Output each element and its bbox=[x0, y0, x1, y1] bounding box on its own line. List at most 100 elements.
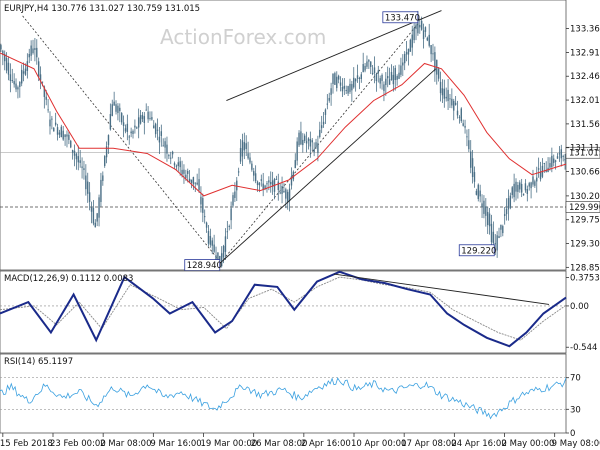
candle-body bbox=[551, 155, 553, 167]
candle-body bbox=[528, 183, 530, 187]
rsi-tick-label-1: 30 bbox=[570, 405, 581, 415]
candle-body bbox=[449, 98, 451, 100]
candle-body bbox=[13, 81, 15, 85]
candle-body bbox=[185, 174, 187, 179]
candle-body bbox=[507, 198, 510, 210]
macd-tick-label-1: 0.00 bbox=[570, 302, 589, 312]
candle-body bbox=[137, 117, 140, 128]
candle-body bbox=[219, 255, 221, 262]
candle-body bbox=[398, 72, 400, 79]
candle-body bbox=[249, 157, 251, 163]
candle-body bbox=[471, 158, 474, 177]
candle-body bbox=[68, 134, 70, 140]
candle-body bbox=[477, 184, 479, 200]
rsi-title: RSI(14) 65.1197 bbox=[4, 357, 73, 367]
candle-body bbox=[470, 151, 472, 168]
candle-body bbox=[173, 163, 176, 166]
candle-body bbox=[370, 61, 372, 67]
candle-body bbox=[519, 182, 521, 190]
macd-tick-label-2: -0.544 bbox=[570, 343, 597, 353]
candle-body bbox=[411, 34, 413, 48]
candle-body bbox=[94, 222, 96, 228]
price-tick-label-10: 128.850 bbox=[570, 263, 600, 273]
candle-body bbox=[270, 181, 272, 185]
level-price-label: 129.990 bbox=[569, 203, 600, 213]
candle-body bbox=[105, 146, 108, 158]
candle-body bbox=[268, 180, 270, 183]
candle-body bbox=[115, 104, 117, 112]
candle-body bbox=[60, 126, 63, 138]
candle-body bbox=[24, 68, 27, 75]
candle-body bbox=[241, 140, 244, 157]
candle-body bbox=[383, 84, 385, 92]
main-title: EURJPY,H4 130.776 131.027 130.759 131.01… bbox=[4, 4, 200, 14]
rsi-panel[interactable]: RSI(14) 65.1197 bbox=[0, 353, 567, 434]
dotted-fib-lines bbox=[22, 15, 420, 263]
candle-body bbox=[266, 183, 268, 185]
candle-body bbox=[562, 156, 564, 158]
candle-body bbox=[558, 153, 561, 155]
candle-body bbox=[51, 118, 53, 120]
macd-axis[interactable]: 0.3753 0.00 -0.544 bbox=[566, 273, 600, 353]
candle-body bbox=[409, 39, 412, 52]
candle-body bbox=[205, 222, 208, 228]
candle-body bbox=[320, 125, 323, 129]
candle-body bbox=[488, 213, 491, 227]
time-tick-label-4: 19 Mar 00:00 bbox=[201, 439, 258, 449]
trendline-1 bbox=[220, 68, 437, 263]
candle-body bbox=[341, 87, 344, 92]
candle-body bbox=[451, 98, 453, 106]
candle-body bbox=[298, 132, 300, 146]
candle-body bbox=[322, 121, 325, 125]
candle-body bbox=[62, 130, 64, 140]
candle-body bbox=[311, 140, 313, 143]
candle-body bbox=[503, 214, 506, 216]
candle-body bbox=[9, 74, 12, 81]
candle-body bbox=[211, 240, 213, 246]
candle-body bbox=[345, 89, 347, 92]
candle-body bbox=[371, 73, 374, 75]
candle-body bbox=[122, 122, 125, 127]
dotted-line-0 bbox=[22, 15, 222, 263]
candle-body bbox=[166, 144, 168, 154]
time-tick-label-7: 10 Apr 00:00 bbox=[351, 439, 406, 449]
candle-body bbox=[326, 103, 329, 105]
time-tick-label-1: 23 Feb 00:00 bbox=[50, 439, 106, 449]
rsi-tick-label-2: 0 bbox=[570, 429, 575, 439]
time-tick-label-0: 15 Feb 2018 bbox=[0, 439, 53, 449]
candle-body bbox=[424, 27, 427, 32]
price-axis[interactable]: 133.360 132.910 132.460 132.010 131.560 131.1… bbox=[566, 25, 600, 274]
candle-body bbox=[302, 139, 304, 146]
main-price-panel[interactable]: ActionForex.com 133.470 128.940 129.220 131… bbox=[0, 0, 600, 271]
candle-body bbox=[285, 189, 287, 199]
candle-body bbox=[234, 191, 236, 198]
macd-panel[interactable]: MACD(12,26,9) 0.1112 0.0083 bbox=[0, 270, 567, 354]
candle-body bbox=[198, 179, 200, 191]
candle-body bbox=[126, 123, 129, 132]
candle-body bbox=[32, 48, 34, 54]
macd-main-line bbox=[0, 270, 567, 348]
candle-body bbox=[245, 143, 247, 150]
candle-body bbox=[143, 116, 146, 124]
candle-body bbox=[175, 165, 178, 167]
candle-body bbox=[375, 73, 378, 82]
rsi-axis[interactable]: 70 30 0 bbox=[566, 374, 581, 439]
price-tick-label-0: 133.360 bbox=[570, 25, 600, 35]
candle-body bbox=[53, 127, 55, 132]
macd-title: MACD(12,26,9) 0.1112 0.0083 bbox=[4, 274, 133, 284]
candle-body bbox=[251, 163, 253, 170]
candle-body bbox=[356, 75, 359, 79]
candle-body bbox=[317, 143, 319, 153]
candle-body bbox=[454, 102, 457, 105]
candle-body bbox=[7, 62, 10, 75]
price-tick-label-8: 129.750 bbox=[570, 216, 600, 226]
candle-body bbox=[11, 80, 13, 82]
candle-body bbox=[73, 150, 76, 156]
candle-body bbox=[456, 110, 459, 116]
candle-body bbox=[83, 168, 85, 170]
candle-body bbox=[200, 196, 202, 205]
candle-body bbox=[64, 134, 66, 138]
candle-body bbox=[215, 255, 217, 261]
candle-body bbox=[334, 73, 336, 85]
